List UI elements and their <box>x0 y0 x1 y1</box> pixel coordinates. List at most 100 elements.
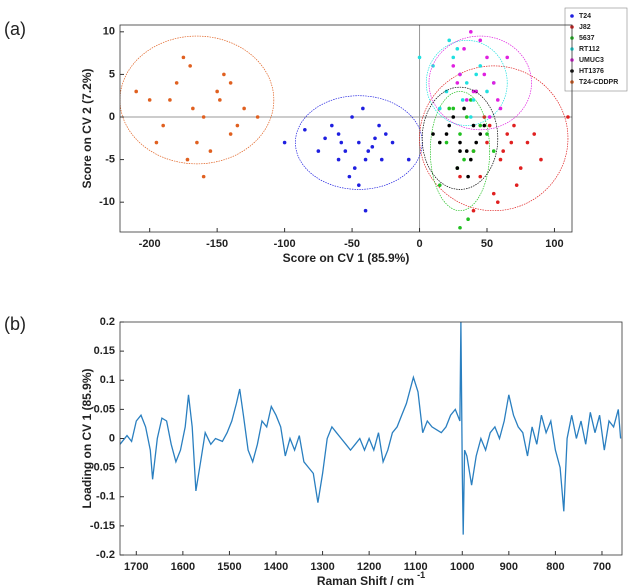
point <box>431 132 435 136</box>
point <box>498 106 503 111</box>
point <box>181 55 186 60</box>
point <box>201 115 206 119</box>
y-tick-label: 10 <box>103 26 115 38</box>
point <box>464 98 469 102</box>
x-axis-label-text: Raman Shift / cm <box>317 574 414 585</box>
y-tick-label: -0.2 <box>96 549 115 561</box>
point <box>474 140 479 145</box>
point <box>379 157 384 162</box>
confidence-ellipse <box>120 35 275 165</box>
point <box>462 157 466 162</box>
point <box>323 136 327 141</box>
x-tick-label: 1700 <box>124 561 148 573</box>
point <box>357 183 361 187</box>
point <box>339 140 344 145</box>
point <box>447 123 452 128</box>
legend-label: UMUC3 <box>579 57 604 64</box>
point <box>406 157 411 162</box>
point <box>255 115 260 119</box>
point <box>471 89 476 94</box>
point <box>485 140 489 145</box>
x-tick-label: 1000 <box>450 561 474 573</box>
point <box>451 115 456 119</box>
y-tick-label: -5 <box>105 153 115 165</box>
y-tick-label: 5 <box>109 68 115 80</box>
y-tick-label: 0.1 <box>100 374 115 386</box>
y-tick-label: -0.1 <box>96 491 115 503</box>
x-tick-label: -150 <box>206 238 228 250</box>
point <box>282 140 287 145</box>
point <box>458 225 462 230</box>
x-tick-label: 1400 <box>264 561 288 573</box>
point <box>501 149 505 153</box>
point <box>444 132 449 136</box>
point <box>455 81 460 85</box>
y-axis-label: Score on CV 2 (7.2%) <box>80 68 94 188</box>
x-axis-label-superscript: -1 <box>417 570 425 580</box>
point <box>509 140 514 145</box>
x-tick-label: 0 <box>416 238 422 250</box>
legend-label: T24-CDDPR <box>579 79 618 86</box>
point <box>539 157 543 162</box>
point <box>447 38 452 43</box>
plot-area <box>120 322 622 535</box>
point <box>363 208 368 213</box>
point <box>466 174 470 179</box>
point <box>366 149 371 153</box>
point <box>451 106 456 111</box>
point <box>235 123 240 128</box>
y-tick-label: 0.15 <box>94 345 115 357</box>
x-tick-label: 1100 <box>404 561 428 573</box>
point <box>134 89 138 94</box>
point <box>352 166 357 170</box>
point <box>525 140 530 145</box>
point <box>343 149 348 153</box>
point <box>330 123 334 128</box>
point <box>168 98 172 102</box>
point <box>451 64 456 68</box>
point <box>188 64 192 68</box>
y-tick-label: -10 <box>99 196 115 208</box>
confidence-ellipse <box>428 35 532 131</box>
point <box>215 89 219 94</box>
point <box>208 149 213 153</box>
point <box>471 123 476 128</box>
y-tick-label: -0.15 <box>90 520 115 532</box>
x-tick-label: 50 <box>481 238 493 250</box>
point <box>451 55 456 60</box>
point <box>512 123 516 128</box>
point <box>485 132 489 136</box>
point <box>495 98 500 102</box>
axes-frame <box>119 24 573 233</box>
x-tick-label: 1300 <box>310 561 334 573</box>
point <box>469 115 473 119</box>
confidence-ellipse <box>425 39 508 126</box>
point <box>478 38 483 43</box>
point <box>462 106 466 111</box>
point <box>154 140 159 145</box>
point <box>485 55 489 60</box>
x-tick-label: 100 <box>545 238 563 250</box>
point <box>336 132 341 136</box>
x-tick-label: 1500 <box>217 561 241 573</box>
point <box>464 149 469 153</box>
y-tick-label: 0 <box>109 432 115 444</box>
point <box>357 140 361 145</box>
confidence-ellipse <box>419 65 569 212</box>
y-tick-label: 0.2 <box>100 316 115 328</box>
x-tick-label: 1200 <box>357 561 381 573</box>
point <box>195 140 199 145</box>
point <box>491 191 496 196</box>
legend-marker <box>570 14 574 18</box>
point <box>455 166 460 170</box>
point <box>373 136 377 141</box>
y-axis-label: Loading on CV 1 (85.9%) <box>80 368 94 508</box>
point <box>377 123 381 128</box>
legend-label: 5637 <box>579 35 595 42</box>
panel-label: (a) <box>4 19 26 39</box>
point <box>566 115 570 119</box>
point <box>478 64 483 68</box>
point <box>161 123 165 128</box>
point <box>466 217 470 222</box>
